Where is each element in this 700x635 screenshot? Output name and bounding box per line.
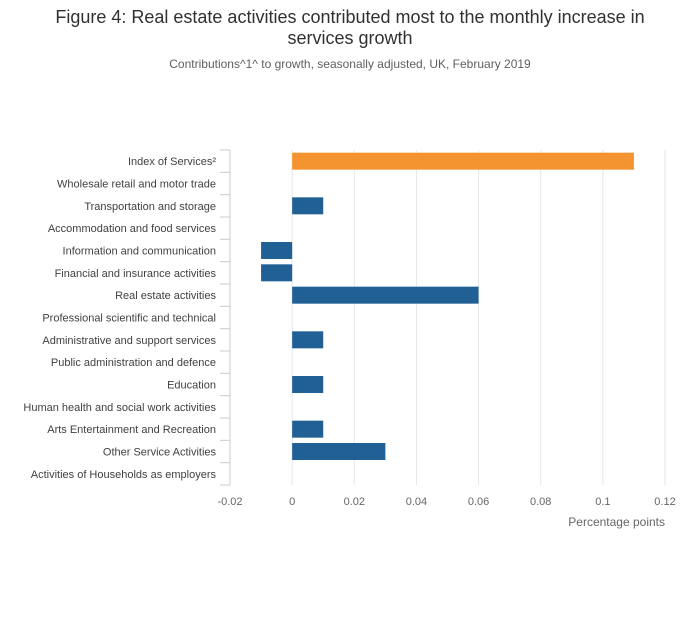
bar (292, 331, 324, 349)
bar (292, 420, 324, 438)
category-label: Arts Entertainment and Recreation (47, 424, 216, 436)
bar (292, 443, 386, 460)
chart-subtitle: Contributions^1^ to growth, seasonally a… (169, 57, 531, 71)
category-label: Transportation and storage (84, 201, 216, 213)
x-tick-label: 0.04 (406, 496, 427, 508)
category-label: Index of Services² (128, 156, 216, 168)
bar (292, 197, 324, 215)
category-label: Professional scientific and technical (42, 313, 216, 325)
category-label: Public administration and defence (51, 357, 216, 369)
category-label: Other Service Activities (103, 447, 217, 459)
x-axis-title: Percentage points (568, 515, 665, 529)
x-tick-label: 0.1 (595, 496, 610, 508)
category-label: Information and communication (63, 246, 216, 258)
x-tick-label: 0.12 (654, 496, 675, 508)
x-tick-label: 0.06 (468, 496, 489, 508)
category-label: Administrative and support services (42, 335, 216, 347)
category-label: Activities of Households as employers (31, 469, 217, 481)
bar (261, 242, 293, 259)
bar (292, 376, 324, 393)
category-label: Accommodation and food services (48, 223, 217, 235)
bar (292, 286, 479, 304)
x-axis-ticks: -0.02 0 0.02 0.04 0.06 0.08 0.1 0.12 (217, 496, 675, 508)
category-label: Human health and social work activities (23, 402, 216, 414)
category-label: Education (167, 380, 216, 392)
bar (292, 152, 634, 170)
x-tick-label: 0 (289, 496, 295, 508)
x-tick-label: 0.08 (530, 496, 551, 508)
chart-title: Figure 4: Real estate activities contrib… (55, 7, 645, 48)
x-tick-label: -0.02 (217, 496, 242, 508)
x-tick-label: 0.02 (344, 496, 365, 508)
bar (261, 264, 293, 282)
bar-series (261, 152, 634, 460)
category-label: Real estate activities (115, 290, 216, 302)
category-label: Financial and insurance activities (55, 268, 217, 280)
category-axis (220, 149, 231, 486)
category-labels: Index of Services² Wholesale retail and m… (23, 156, 216, 481)
category-label: Wholesale retail and motor trade (57, 179, 216, 191)
